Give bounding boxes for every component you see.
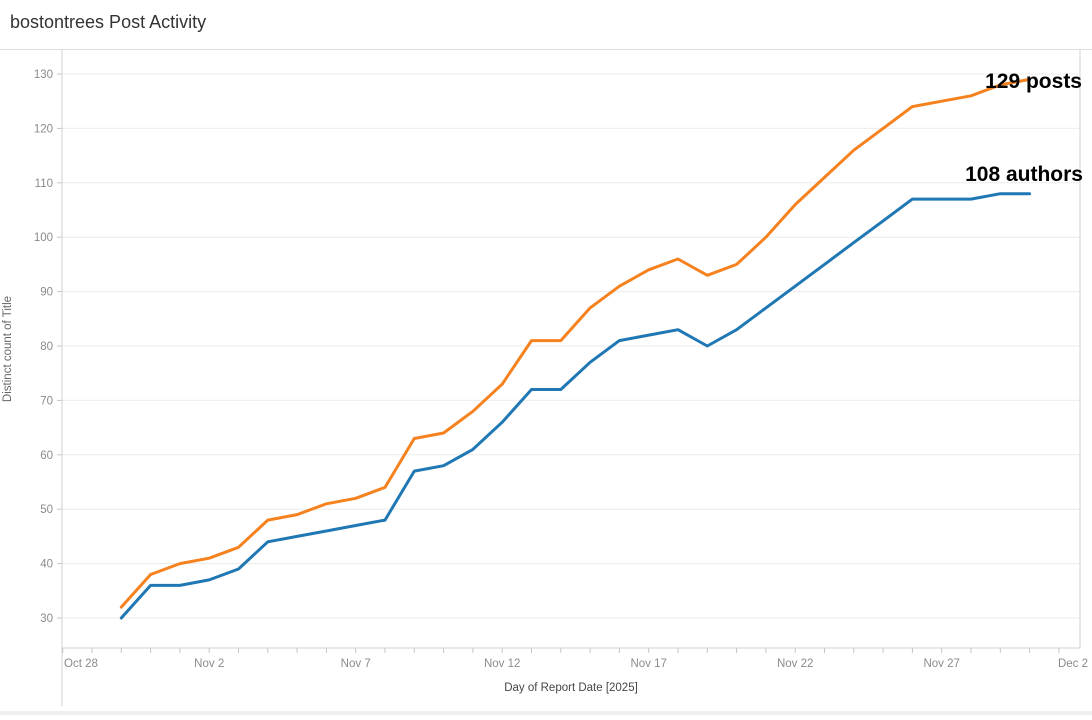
- annotation-posts-label: 129 posts: [985, 70, 1082, 93]
- x-tick-label: Nov 12: [484, 658, 520, 670]
- y-tick-label: 80: [40, 341, 53, 353]
- y-tick-label: 70: [40, 395, 53, 407]
- x-tick-label: Oct 28: [64, 658, 98, 670]
- x-tick-label: Nov 2: [194, 658, 224, 670]
- x-tick-label: Nov 22: [777, 658, 813, 670]
- chart-title: bostontrees Post Activity: [10, 12, 207, 32]
- y-tick-label: 130: [34, 69, 53, 81]
- x-tick-label: Nov 17: [630, 658, 666, 670]
- bottom-edge-strip: [0, 711, 1092, 715]
- y-axis-title: Distinct count of Title: [2, 295, 14, 403]
- title-divider: [0, 49, 1092, 50]
- x-tick-label: Dec 2: [1058, 658, 1088, 670]
- series-line-posts[interactable]: [119, 77, 1032, 609]
- annotation-authors-label: 108 authors: [965, 163, 1083, 186]
- x-tick-label: Nov 7: [341, 658, 371, 670]
- y-tick-label: 60: [40, 450, 53, 462]
- series-line-authors[interactable]: [119, 192, 1032, 620]
- y-tick-label: 90: [40, 287, 53, 299]
- y-tick-label: 110: [35, 178, 53, 190]
- x-axis-title: Day of Report Date [2025]: [504, 682, 638, 694]
- y-tick-label: 100: [34, 232, 53, 244]
- x-tick-label: Nov 27: [923, 658, 959, 670]
- y-tick-label: 50: [40, 504, 53, 516]
- y-tick-label: 30: [40, 613, 53, 625]
- y-tick-label: 40: [40, 559, 53, 571]
- y-tick-label: 120: [34, 123, 53, 135]
